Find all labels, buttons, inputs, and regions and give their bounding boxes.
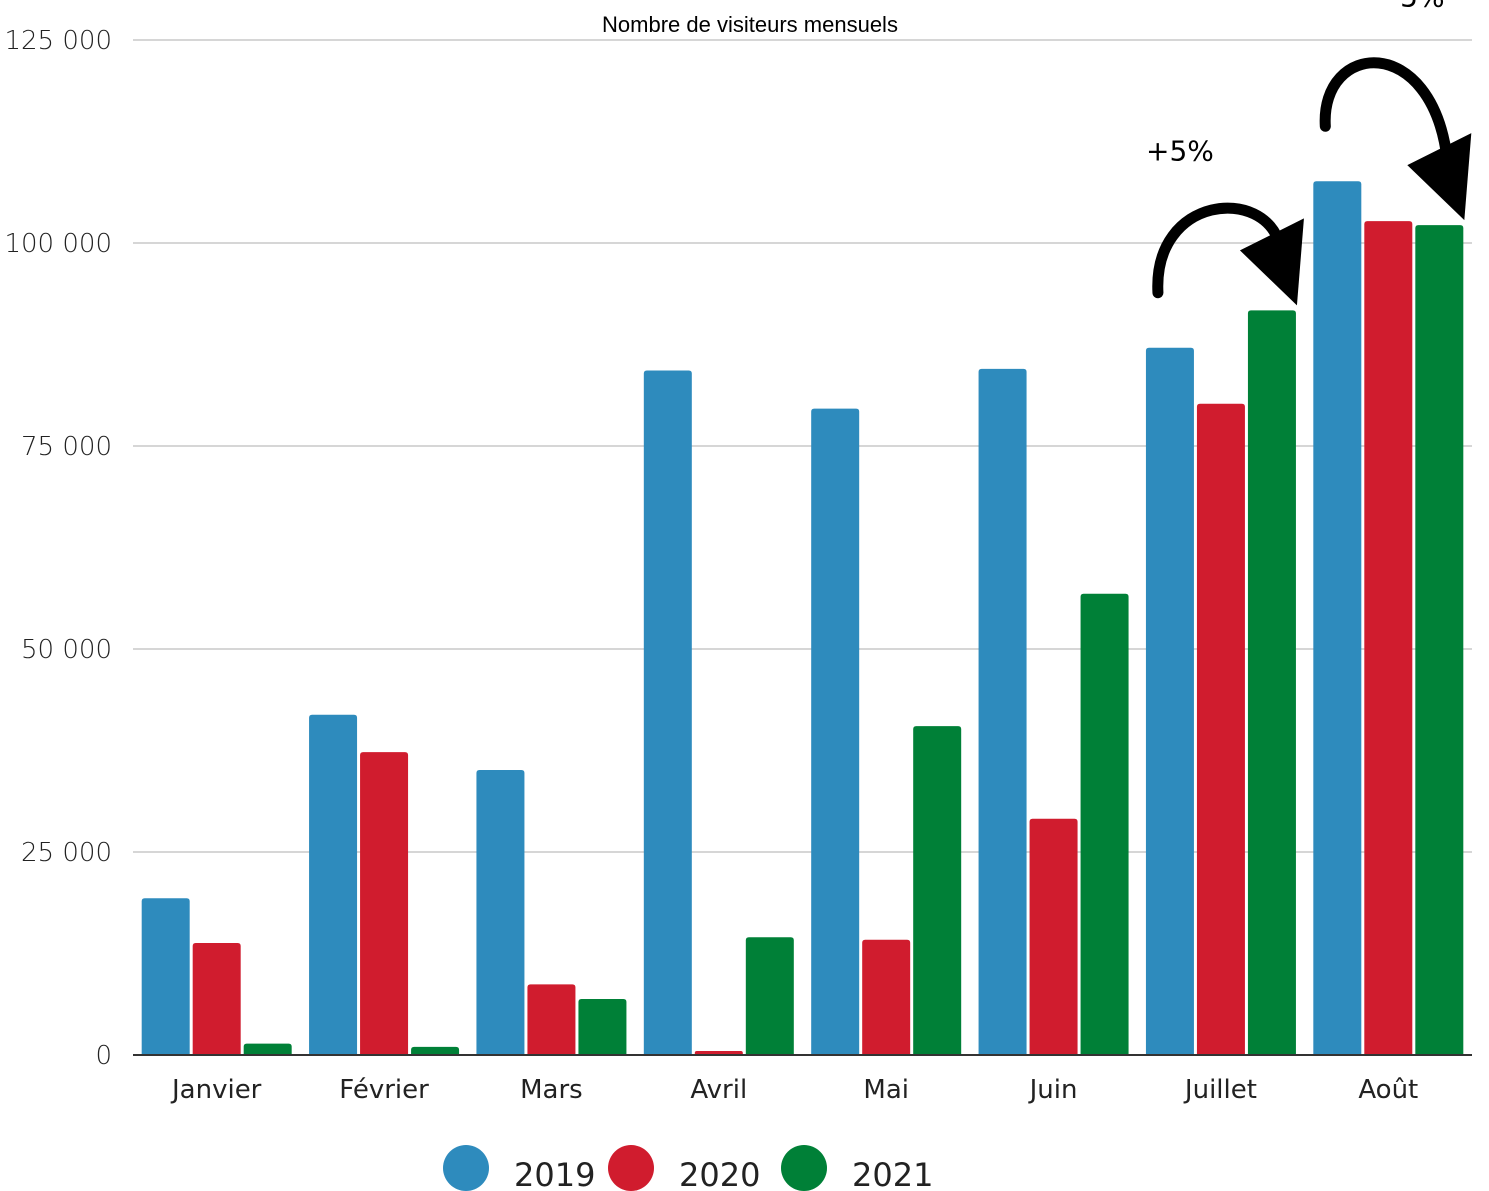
legend-label: 2021 bbox=[852, 1156, 933, 1191]
x-tick-label: Avril bbox=[690, 1075, 747, 1105]
bar-2020-4 bbox=[862, 939, 911, 1055]
legend-swatch-2021 bbox=[781, 1145, 827, 1191]
legend-swatch-2019 bbox=[443, 1145, 489, 1191]
bar-2019-3 bbox=[643, 370, 692, 1055]
x-tick-label: Août bbox=[1358, 1075, 1418, 1105]
y-tick-label: 125 000 bbox=[4, 26, 112, 56]
bar-2021-2 bbox=[578, 998, 627, 1055]
bar-2021-0 bbox=[243, 1043, 292, 1055]
bar-2021-6 bbox=[1247, 310, 1296, 1055]
bar-2020-3 bbox=[694, 1050, 743, 1055]
annotation-arrowhead bbox=[1407, 133, 1472, 221]
legend-label: 2020 bbox=[679, 1156, 760, 1191]
bar-2020-2 bbox=[527, 984, 576, 1055]
bar-2019-4 bbox=[811, 408, 860, 1055]
bar-2019-6 bbox=[1145, 347, 1194, 1055]
bar-2019-7 bbox=[1313, 181, 1362, 1056]
bar-2021-5 bbox=[1080, 593, 1129, 1055]
x-tick-label: Mai bbox=[863, 1075, 909, 1105]
bar-2019-0 bbox=[141, 898, 190, 1055]
bar-2020-5 bbox=[1029, 818, 1078, 1055]
bar-2019-1 bbox=[309, 714, 358, 1055]
bar-2021-7 bbox=[1415, 225, 1464, 1056]
chart-title: Nombre de visiteurs mensuels bbox=[602, 12, 898, 37]
y-tick-label: 0 bbox=[95, 1041, 112, 1071]
annotation-arrowhead bbox=[1239, 218, 1304, 306]
y-tick-label: 100 000 bbox=[4, 229, 112, 259]
x-tick-label: Février bbox=[339, 1075, 429, 1105]
bar-2020-6 bbox=[1196, 403, 1245, 1055]
bar-2020-1 bbox=[360, 752, 409, 1055]
bars bbox=[133, 181, 1472, 1056]
annotation-arrow bbox=[1319, 57, 1453, 166]
y-tick-label: 75 000 bbox=[21, 432, 112, 462]
annotation-arrow bbox=[1152, 202, 1286, 299]
bar-2021-4 bbox=[913, 726, 962, 1055]
annotation-label: -5% bbox=[1390, 0, 1445, 13]
bar-2019-5 bbox=[978, 368, 1027, 1055]
bar-2020-0 bbox=[192, 942, 241, 1055]
bar-2021-3 bbox=[745, 937, 794, 1055]
x-tick-label: Juin bbox=[1028, 1075, 1078, 1105]
bar-2020-7 bbox=[1364, 221, 1413, 1056]
bar-2021-1 bbox=[411, 1046, 460, 1055]
annotations: +5% -5% bbox=[1146, 0, 1472, 306]
legend-swatch-2020 bbox=[608, 1145, 654, 1191]
y-axis-ticks: 0 25 000 50 000 75 000 100 000 125 000 bbox=[4, 26, 112, 1071]
x-axis-ticks: Janvier Février Mars Avril Mai Juin Juillet Aoû… bbox=[170, 1075, 1418, 1105]
legend-label: 2019 bbox=[514, 1156, 595, 1191]
bar-2019-2 bbox=[476, 769, 525, 1055]
annotation-label: +5% bbox=[1146, 134, 1214, 167]
x-tick-label: Mars bbox=[520, 1075, 583, 1105]
x-tick-label: Juillet bbox=[1183, 1075, 1257, 1105]
legend: 2019 2020 2021 bbox=[443, 1145, 933, 1191]
y-tick-label: 25 000 bbox=[21, 838, 112, 868]
y-tick-label: 50 000 bbox=[21, 635, 112, 665]
x-tick-label: Janvier bbox=[170, 1075, 262, 1105]
